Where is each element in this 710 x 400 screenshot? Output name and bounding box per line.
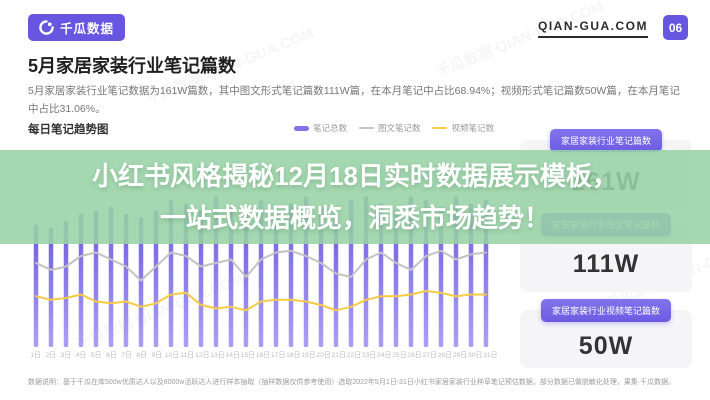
promo-line-1: 小红书风格揭秘12月18日实时数据展示模板，	[92, 160, 618, 191]
site-url-link[interactable]: QIAN-GUA.COM	[538, 19, 648, 38]
chart-title: 每日笔记趋势图	[28, 124, 109, 136]
x-axis-tick: 19日	[301, 352, 316, 359]
x-axis-tick: 3日	[60, 352, 72, 359]
x-axis-tick: 27日	[422, 352, 437, 359]
data-disclaimer: 数据说明：基于千瓜在库500w优质达人以及8000w活跃达人进行样本抽取（抽样数…	[28, 379, 676, 386]
watermark: 千瓜数据 QIAN-GUA.COM	[433, 0, 607, 81]
x-axis-tick: 30日	[467, 352, 483, 359]
legend-item-total: 笔记总数	[293, 122, 347, 134]
chart-legend: 笔记总数 图文笔记数 视频笔记数	[293, 122, 494, 134]
line-series-imagetext	[35, 249, 487, 282]
page-number-badge: 06	[663, 15, 688, 40]
x-axis-tick: 24日	[376, 352, 392, 359]
x-axis-tick: 6日	[106, 352, 117, 359]
stat-badge: 家居家装行业视频笔记篇数	[540, 299, 672, 322]
x-axis-tick: 23日	[361, 352, 377, 359]
x-axis-tick: 12日	[195, 352, 210, 359]
bar-day-5	[93, 210, 99, 347]
promo-line-2: 一站式数据概览，洞悉市场趋势！	[159, 203, 550, 233]
x-axis-tick: 4日	[75, 352, 87, 359]
bar-day-3	[63, 221, 69, 347]
bar-day-7	[123, 214, 129, 347]
legend-item-imagetext: 图文笔记数	[358, 122, 421, 134]
bar-day-2	[48, 228, 54, 347]
bar-day-1	[33, 224, 39, 347]
x-axis-tick: 16日	[255, 352, 271, 359]
promo-overlay-banner: 小红书风格揭秘12月18日实时数据展示模板， 一站式数据概览，洞悉市场趋势！	[0, 150, 710, 244]
legend-label: 笔记总数	[312, 123, 347, 133]
bar-day-15	[243, 214, 249, 347]
x-axis-tick: 25日	[392, 352, 407, 359]
line-series-video	[35, 290, 487, 312]
legend-swatch-bar	[293, 125, 309, 131]
x-axis-tick: 26日	[407, 352, 422, 359]
x-axis-tick: 1日	[30, 352, 41, 359]
summary-text: 5月家居家装行业笔记数据为161W篇数，其中图文形式笔记篇数111W篇，在本月笔…	[28, 85, 680, 116]
x-axis-tick: 29日	[452, 352, 468, 359]
legend-label: 图文笔记数	[377, 123, 421, 133]
x-axis-tick: 17日	[270, 352, 286, 359]
x-axis-tick: 2日	[45, 352, 57, 359]
x-axis-tick: 11日	[180, 352, 195, 359]
x-axis-tick: 7日	[121, 352, 132, 359]
qiangua-swirl-icon	[39, 20, 54, 35]
x-axis-tick: 15日	[240, 352, 255, 359]
qiangua-logo-badge[interactable]: 千瓜数据	[28, 14, 126, 41]
stat-card-video-notes: 家居家装行业视频笔记篇数 50W	[520, 299, 692, 368]
x-axis-tick: 9日	[151, 352, 163, 359]
stat-value: 50W	[578, 332, 634, 360]
x-axis-tick: 13日	[210, 352, 225, 359]
x-axis-tick: 18日	[286, 352, 301, 359]
x-axis-tick: 8日	[136, 352, 147, 359]
legend-swatch-yellow-line	[432, 127, 448, 129]
x-axis-tick: 22日	[346, 352, 362, 359]
logo-text: 千瓜数据	[60, 22, 115, 36]
stat-value: 111W	[572, 250, 640, 278]
legend-item-video: 视频笔记数	[432, 122, 494, 134]
stat-badge: 家居家装行业笔记篇数	[549, 129, 663, 152]
legend-swatch-gray-line	[358, 127, 374, 129]
x-axis-tick: 5日	[90, 352, 102, 359]
legend-label: 视频笔记数	[451, 123, 494, 133]
bar-day-12	[198, 210, 204, 347]
bar-day-8	[138, 217, 144, 347]
x-axis-labels: 1日 2日 3日 4日 5日 6日 7日 8日 9日 10日 11日 12日 13日 14日 15日 16日 1…	[28, 349, 498, 359]
bar-day-21	[333, 214, 339, 347]
x-axis-tick: 14日	[225, 352, 240, 359]
x-axis-tick: 20日	[316, 352, 331, 359]
bar-day-9	[153, 210, 159, 347]
bar-day-4	[78, 214, 84, 347]
x-axis-tick: 21日	[331, 352, 346, 359]
x-axis-tick: 28日	[437, 352, 452, 359]
page-title: 5月家居家装行业笔记篇数	[28, 56, 237, 76]
x-axis-tick: 10日	[164, 352, 180, 359]
bar-day-25	[393, 210, 399, 347]
x-axis-tick: 31日	[483, 352, 498, 359]
